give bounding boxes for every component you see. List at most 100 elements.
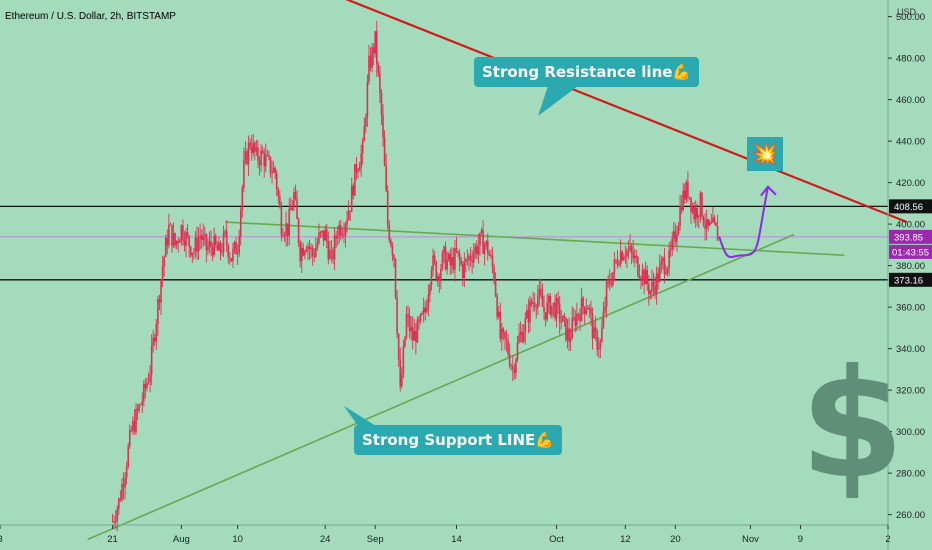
candle-body (164, 237, 167, 257)
candle-body (355, 163, 358, 173)
candle-body (233, 241, 236, 249)
candle-body (394, 258, 397, 298)
candle-body (669, 249, 672, 251)
trendlines (0, 0, 908, 541)
candle-body (296, 198, 298, 219)
candle-body (610, 284, 613, 286)
candle-body (452, 257, 455, 270)
candle-body (249, 142, 251, 147)
candle-body (330, 250, 333, 251)
candle-body (554, 302, 556, 319)
candle-body (435, 261, 437, 280)
candle-body (654, 285, 656, 294)
candle-body (640, 278, 642, 280)
candle-body (463, 261, 466, 278)
candle-body (266, 155, 269, 156)
candle-body (158, 299, 161, 303)
candle-body (660, 260, 663, 266)
candle-body (214, 235, 217, 245)
candle-body (268, 155, 270, 158)
candle-body (224, 231, 226, 233)
candle-body (272, 168, 275, 173)
candle-body (202, 235, 205, 241)
candle-body (658, 265, 661, 282)
candle-body (185, 232, 187, 246)
candle-body (336, 235, 339, 239)
candle-body (655, 273, 658, 294)
candle-body (568, 328, 570, 342)
candle-body (438, 276, 441, 282)
candle-body (277, 189, 280, 197)
candle-body (594, 327, 597, 332)
candle-body (591, 313, 594, 339)
price-tick-label: 360.00 (896, 303, 925, 314)
candle-body (688, 196, 691, 198)
candle-body (254, 142, 256, 152)
candle-body (508, 354, 511, 367)
candle-body (696, 207, 699, 218)
candle-body (400, 375, 403, 387)
candle-body (461, 264, 464, 278)
price-axis[interactable]: 260.00 280.00 300.00 320.00 340.00 360.00 380.… (888, 12, 925, 521)
time-tick-label: Sep (367, 534, 384, 545)
candle-body (279, 196, 281, 208)
level-price-tag-bg (889, 272, 932, 287)
candle-body (161, 266, 164, 280)
candle-body (468, 255, 470, 261)
candle-body (390, 239, 392, 246)
candle-body (605, 281, 608, 307)
time-tick-label: Nov (742, 534, 759, 545)
candle-body (139, 404, 142, 406)
candle-body (677, 225, 680, 235)
candle-body (490, 255, 492, 257)
candle-body (551, 305, 553, 315)
candle-body (446, 259, 448, 270)
candle-body (666, 268, 669, 274)
candle-body (479, 232, 481, 246)
candle-body (260, 150, 262, 166)
candle-body (538, 288, 541, 296)
candle-body (219, 242, 222, 253)
candle-body (483, 245, 486, 254)
candle-body (310, 247, 312, 249)
candle-body (429, 285, 431, 295)
candle-body (197, 238, 200, 252)
candle-body (702, 217, 705, 225)
price-tick-label: 260.00 (896, 510, 925, 521)
candle-body (383, 137, 386, 166)
candle-body (316, 242, 319, 248)
time-axis[interactable]: 3 21 Aug 10 24 Sep 14 Oct 12 20 Nov 9 2 (0, 525, 891, 545)
candle-body (128, 429, 131, 447)
candle-body (122, 484, 125, 488)
candle-body (604, 306, 606, 312)
candle-body (419, 314, 422, 322)
candle-body (252, 142, 255, 154)
candle-body (258, 160, 261, 166)
candle-body (557, 298, 559, 304)
time-tick-label: 14 (451, 534, 462, 545)
projection-arrowhead (760, 185, 777, 197)
candle-body (494, 279, 497, 296)
candle-body (715, 222, 717, 227)
candle-body (679, 205, 681, 226)
candle-body (341, 234, 344, 236)
candle-body (615, 259, 617, 261)
candle-body (633, 255, 636, 259)
candle-body (411, 327, 414, 341)
candle-body (124, 477, 126, 488)
candle-body (501, 328, 503, 339)
candle-body (397, 334, 400, 360)
candle-body (416, 319, 419, 343)
drawings (718, 185, 777, 258)
candle-body (480, 229, 483, 233)
candle-body (444, 246, 447, 270)
candle-body (343, 234, 345, 236)
level-price-tag: 373.16 (894, 275, 923, 286)
price-tick-label: 300.00 (896, 427, 925, 438)
candle-body (485, 241, 488, 246)
candle-body (207, 246, 209, 251)
candle-body (510, 366, 513, 367)
current-price-tag: 393.85 (894, 232, 923, 243)
candle-body (593, 327, 595, 339)
